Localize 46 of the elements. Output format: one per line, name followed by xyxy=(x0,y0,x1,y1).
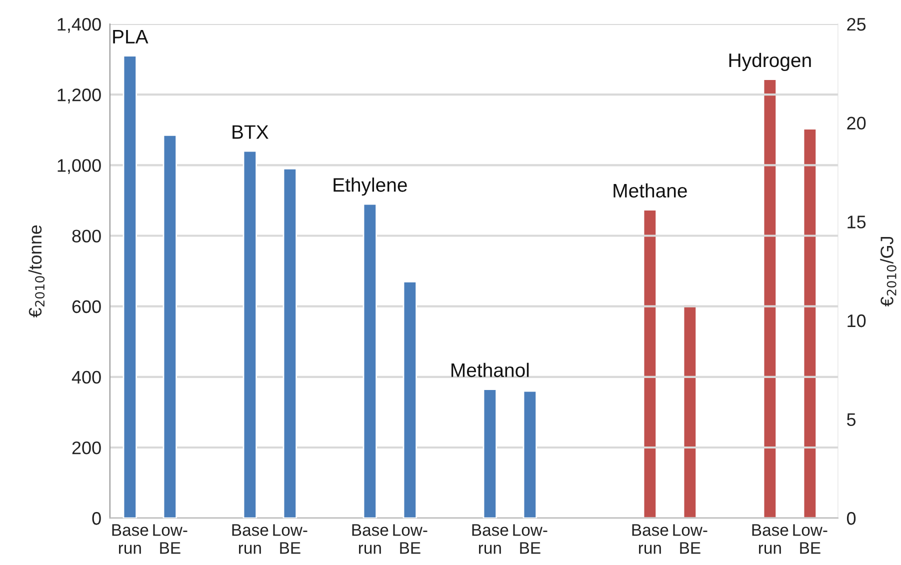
bar xyxy=(762,78,778,518)
y-tick-label: 1,000 xyxy=(58,159,101,174)
y2-tick-label: 5 xyxy=(846,413,856,426)
y2-tick-label: 0 xyxy=(846,512,856,525)
bar xyxy=(642,209,658,518)
bar xyxy=(282,168,298,518)
y2-tick-label: 10 xyxy=(848,314,866,328)
bar xyxy=(242,150,258,518)
x-tick-label: Base run xyxy=(472,524,508,554)
x-tick-label: Base run xyxy=(232,524,268,554)
x-tick-label: Low- BE xyxy=(273,524,308,554)
bar xyxy=(522,390,538,518)
annotation: BTX xyxy=(232,125,268,139)
x-tick-label: Low- BE xyxy=(153,524,188,554)
x-tick-label: Base run xyxy=(112,524,148,554)
x-tick-label: Base run xyxy=(752,524,788,554)
x-tick-label: Low- BE xyxy=(793,524,828,554)
annotation: Ethylene xyxy=(334,178,407,196)
y-tick-label: 200 xyxy=(72,441,101,454)
x-tick-label: Low- BE xyxy=(673,524,708,554)
y2-tick-label: 25 xyxy=(847,18,866,31)
bar xyxy=(402,280,418,518)
x-tick-label: Low- BE xyxy=(393,524,428,554)
bar xyxy=(362,203,378,518)
y-tick-label: 0 xyxy=(92,512,101,525)
y2-tick-label: 20 xyxy=(847,116,866,130)
bar xyxy=(802,128,818,518)
y-tick-label: 400 xyxy=(72,370,101,384)
bar xyxy=(162,134,178,518)
y-axis-title: €$_{2010}$/tonne xyxy=(28,225,45,318)
bar xyxy=(482,388,498,518)
y-tick-label: 600 xyxy=(72,300,101,314)
annotation: PLA xyxy=(113,30,148,44)
y2-tick-label: 15 xyxy=(848,216,866,228)
x-tick-label: Base run xyxy=(352,524,388,554)
y-tick-label: 800 xyxy=(72,230,101,242)
bar xyxy=(122,55,138,518)
annotation: Methane xyxy=(614,183,687,198)
y2-axis-title: €$_{2010}$/GJ xyxy=(880,237,896,306)
x-tick-label: Base run xyxy=(632,524,668,554)
annotation: Hydrogen xyxy=(729,52,811,72)
annotation: Methanol xyxy=(452,362,529,378)
y-tick-label: 1,400 xyxy=(58,18,101,33)
y-tick-label: 1,200 xyxy=(58,88,101,104)
x-tick-label: Low- BE xyxy=(513,524,548,554)
bar xyxy=(682,304,698,518)
